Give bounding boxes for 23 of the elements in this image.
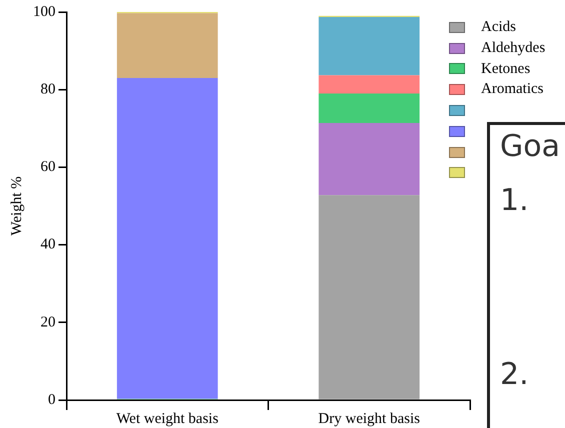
text: 1. (500, 183, 529, 218)
text: 2. (500, 357, 529, 392)
legend-label: Aromatics (481, 80, 544, 100)
bar (318, 75, 420, 94)
x-tick-label: Wet weight basis (116, 410, 219, 427)
y-axis-title: Weight % (8, 176, 25, 236)
bar (116, 78, 218, 399)
legend-label: Ketones (481, 60, 530, 79)
legend-label: Aldehydes (481, 38, 546, 58)
bar (318, 195, 420, 400)
y-tick-label: 20 (40, 314, 56, 330)
y-tick-label: 0 (48, 392, 56, 408)
legend-label: Acids (481, 18, 516, 37)
y-tick-label: 40 (40, 236, 56, 253)
y-tick-label: 100 (33, 4, 56, 20)
bar (318, 17, 420, 76)
bar (116, 13, 218, 78)
text: Goa (500, 129, 560, 164)
x-tick-label: Dry weight basis (318, 410, 420, 427)
y-tick-label: 60 (40, 159, 56, 176)
y-tick-label: 80 (40, 82, 56, 98)
bar (318, 93, 420, 123)
bar (318, 122, 420, 196)
